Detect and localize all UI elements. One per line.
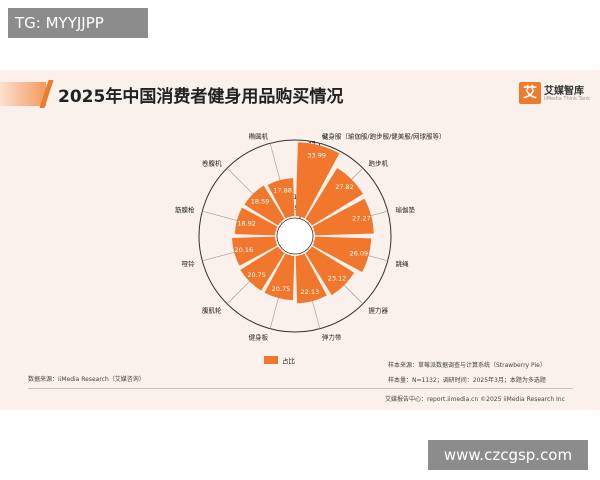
- bar-value-label: 20.75: [247, 271, 266, 279]
- sample-source-note: 样本来源：草莓派数据调查与计算系统（Strawberry Pie）: [388, 362, 546, 369]
- category-label: 跳绳: [395, 259, 409, 268]
- bar-value-label: 20.75: [272, 285, 291, 293]
- bar-1: [305, 168, 363, 226]
- category-label: 筋膜枪: [175, 205, 195, 214]
- footer-credit: 艾媒报告中心：report.iimedia.cn ©2025 iiMedia R…: [385, 396, 565, 403]
- chart-labels: 33.99 健身服（瑜伽服/跑步服/健美服/网球服等） 27.82 跑步机 27.27 瑜…: [175, 132, 445, 342]
- category-label: 健身服（瑜伽服/跑步服/健美服/网球服等）: [322, 132, 446, 141]
- logo-subtitle: iiMedia Think Tank: [544, 96, 591, 102]
- iimedia-logo-icon: 艾: [519, 82, 541, 104]
- bar-value-label: 27.82: [335, 183, 354, 191]
- bar-6: [264, 253, 295, 301]
- bar-5: [295, 253, 327, 304]
- bar-value-label: 33.99: [307, 152, 326, 160]
- chart-bars: [232, 142, 374, 304]
- bar-0: [295, 142, 340, 219]
- category-label: 瑜伽垫: [395, 205, 415, 214]
- bar-4: [305, 246, 355, 296]
- category-label: 跑步机: [369, 158, 389, 167]
- data-source: 数据来源：iiMedia Research（艾媒咨询）: [28, 376, 145, 383]
- category-label: 握力器: [369, 306, 389, 315]
- bar-11: [267, 178, 295, 219]
- bar-value-label: 18.92: [237, 220, 256, 228]
- footer-divider: [28, 388, 573, 389]
- bar-value-label: 22.13: [301, 288, 320, 296]
- category-label: 椭圆机: [249, 132, 269, 141]
- bar-value-label: 18.59: [251, 198, 270, 206]
- bar-value-label: 17.88: [273, 186, 292, 194]
- chart-title: 2025年中国消费者健身用品购买情况: [58, 87, 344, 107]
- bar-8: [232, 236, 278, 266]
- sample-size-note: 样本量：N=1132；调研时间：2025年3月；本题为多选题: [388, 377, 546, 384]
- bar-3: [312, 236, 372, 272]
- category-label: 卷腹机: [202, 158, 222, 167]
- inner-ring: [276, 217, 314, 255]
- category-label: 健身板: [249, 332, 269, 341]
- watermark-top: TG: MYYJJPP: [8, 8, 148, 38]
- legend-swatch: [264, 356, 278, 364]
- category-label: 哑铃: [182, 259, 196, 268]
- legend-label: 占比: [282, 356, 296, 365]
- bar-value-label: 27.27: [352, 215, 371, 223]
- radial-tick-label: 35: [308, 139, 316, 147]
- bar-value-label: 26.09: [350, 250, 369, 258]
- category-label: 弹力带: [322, 332, 342, 341]
- outer-ring: [198, 139, 392, 333]
- title-banner: [0, 82, 46, 106]
- bar-value-label: 23.12: [328, 275, 347, 283]
- bar-2: [312, 198, 374, 236]
- bar-7: [240, 246, 285, 291]
- bar-value-label: 20.16: [235, 246, 254, 254]
- bar-9: [234, 207, 278, 236]
- chart-legend: 占比: [264, 356, 296, 365]
- logo-name: 艾媒智库: [544, 86, 584, 97]
- watermark-bottom: www.czcgsp.com: [428, 440, 588, 470]
- radial-unit-label: %: [322, 133, 328, 141]
- bar-10: [244, 185, 285, 226]
- category-label: 腹肌轮: [202, 306, 222, 315]
